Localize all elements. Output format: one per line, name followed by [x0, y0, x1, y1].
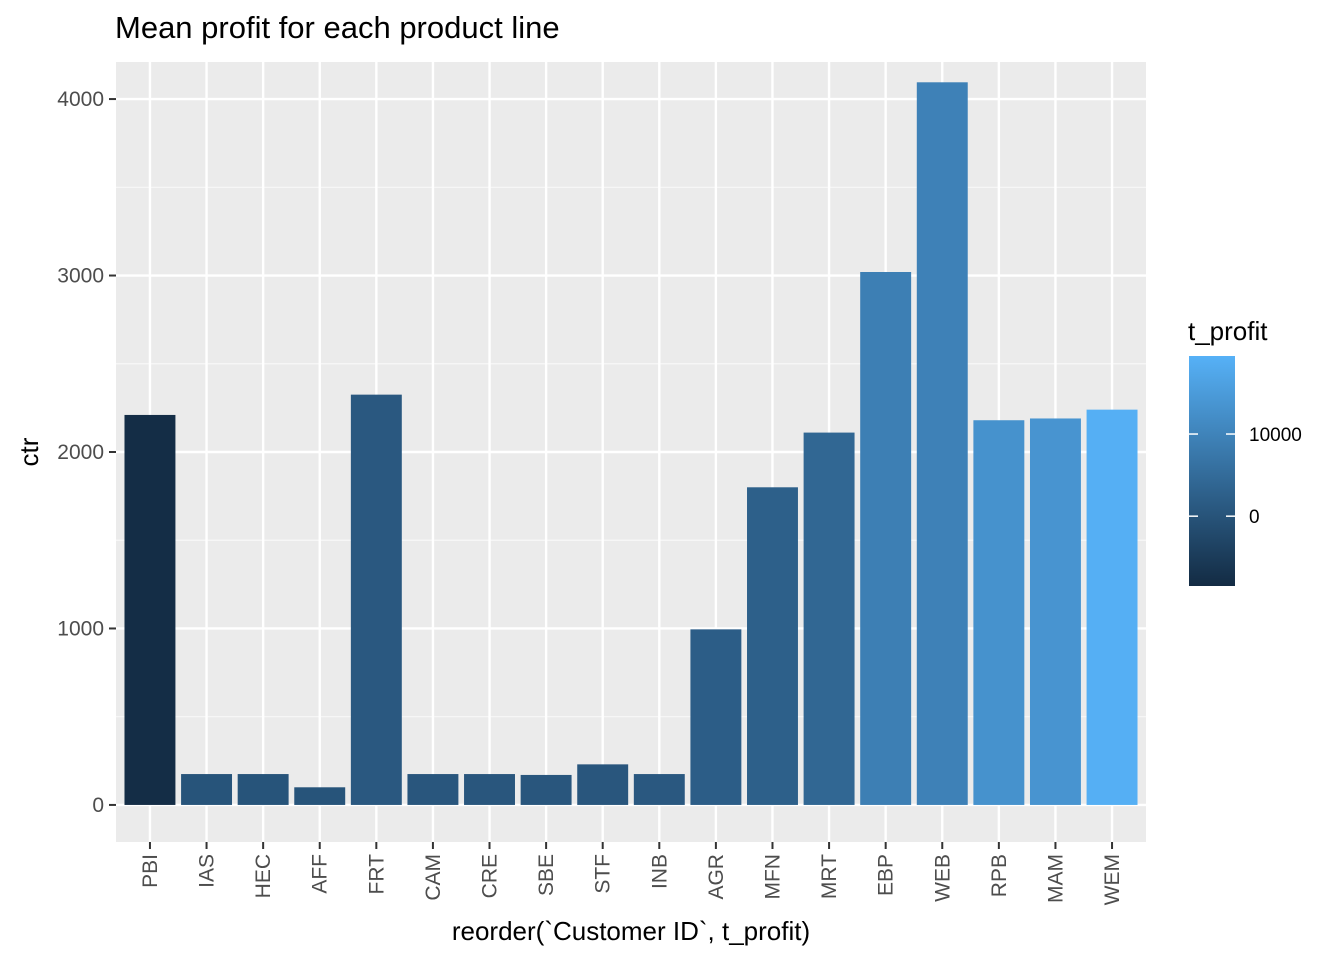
x-tick-label: SBE: [535, 854, 558, 896]
legend-tick-label: 0: [1249, 507, 1260, 528]
y-tick-label: 1000: [57, 617, 104, 640]
bars: [124, 82, 1138, 805]
bar-ias: [181, 774, 233, 805]
bar-mrt: [803, 432, 855, 805]
bar-mfn: [747, 487, 798, 805]
y-tick-label: 4000: [57, 88, 104, 111]
bar-cre: [464, 774, 515, 805]
x-tick-label: CAM: [422, 854, 445, 901]
bar-ebp: [860, 272, 912, 805]
x-tick-label: IAS: [196, 854, 219, 888]
x-tick-label: AFF: [309, 854, 332, 894]
x-tick-label: WEM: [1101, 854, 1124, 905]
x-tick-label: WEB: [931, 854, 954, 902]
bar-agr: [690, 629, 742, 805]
bar-hec: [237, 774, 289, 805]
x-axis-title: reorder(`Customer ID`, t_profit): [452, 916, 810, 946]
bar-stf: [577, 764, 629, 805]
bar-pbi: [124, 414, 176, 805]
y-tick-label: 0: [92, 794, 104, 817]
x-tick-label: INB: [648, 854, 671, 889]
x-tick-label: AGR: [705, 854, 728, 900]
y-axis-title: ctr: [14, 437, 44, 466]
bar-sbe: [520, 774, 572, 805]
bar-frt: [350, 394, 402, 805]
bar-mam: [1029, 418, 1081, 805]
bar-inb: [633, 774, 685, 805]
bar-aff: [294, 787, 346, 805]
legend-colorbar: [1189, 356, 1235, 586]
legend-ticks: 0 10000: [1189, 425, 1302, 528]
x-tick-label: MFN: [761, 854, 784, 900]
y-axis-ticks: 0 1000 2000 3000 4000: [57, 88, 116, 817]
bar-rpb: [973, 420, 1025, 805]
y-tick-label: 2000: [57, 441, 104, 464]
x-tick-label: CRE: [479, 854, 502, 898]
x-tick-label: EBP: [875, 854, 898, 896]
x-tick-label: FRT: [365, 854, 388, 895]
x-tick-label: PBI: [139, 854, 162, 888]
x-tick-label: HEC: [252, 854, 275, 898]
legend-title: t_profit: [1188, 316, 1268, 346]
bar-wem: [1086, 409, 1138, 805]
x-axis-ticks: PBI IAS HEC AFF FRT CAM CRE SBE STF INB AGR MFN MRT E…: [139, 842, 1124, 905]
chart-title: Mean profit for each product line: [115, 10, 560, 45]
x-tick-label: STF: [592, 854, 615, 894]
legend: t_profit 0 10000: [1188, 316, 1302, 586]
x-tick-label: MAM: [1044, 854, 1067, 903]
x-tick-label: MRT: [818, 854, 841, 899]
x-tick-label: RPB: [988, 854, 1011, 897]
bar-web: [916, 82, 968, 805]
legend-tick-label: 10000: [1249, 425, 1302, 446]
bar-cam: [407, 774, 459, 805]
y-tick-label: 3000: [57, 265, 104, 288]
